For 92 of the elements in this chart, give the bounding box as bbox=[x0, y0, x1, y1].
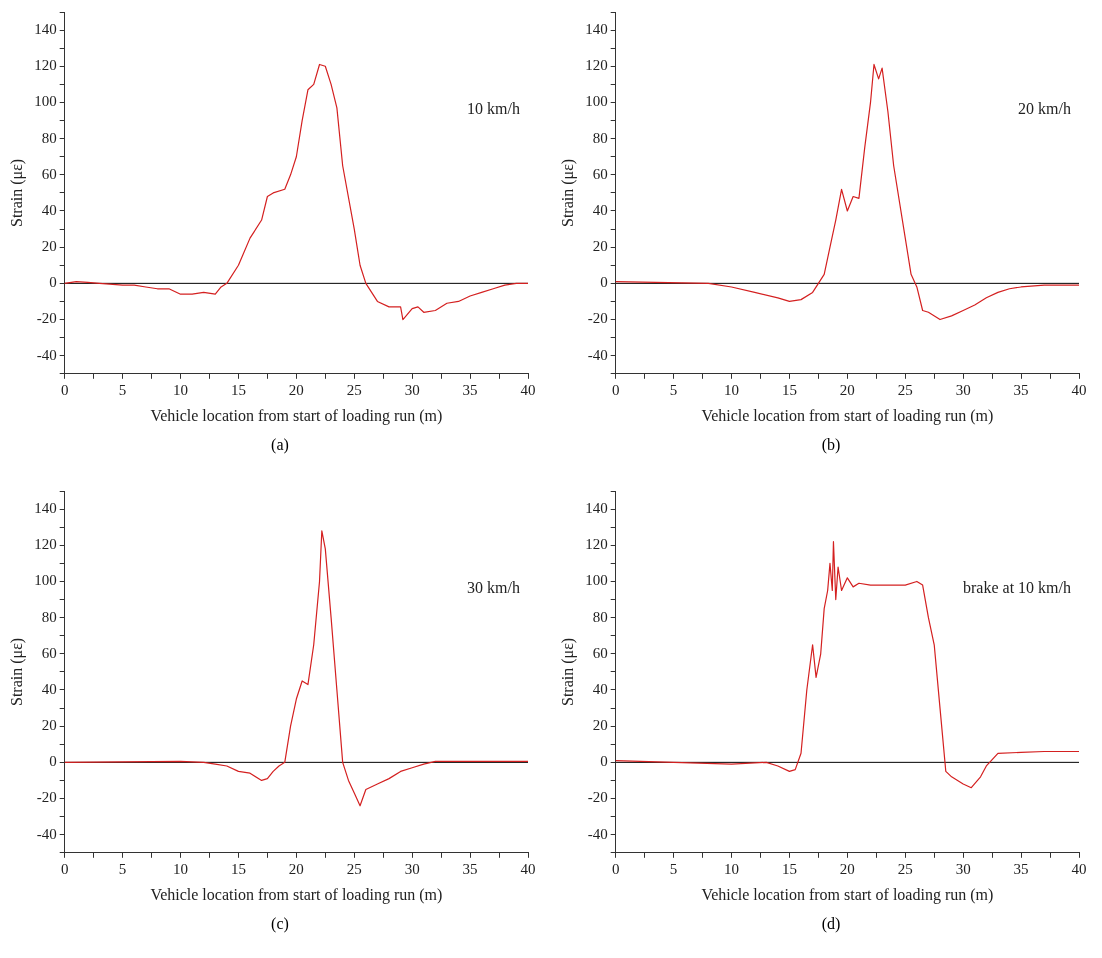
x-tick-label: 5 bbox=[669, 860, 678, 877]
annotation: brake at 10 km/h bbox=[963, 578, 1071, 596]
x-tick-label: 10 bbox=[173, 860, 189, 877]
y-tick-label: 60 bbox=[41, 644, 57, 661]
x-tick-label: 25 bbox=[346, 860, 362, 877]
y-tick-label: 20 bbox=[592, 717, 608, 734]
x-tick-label: 40 bbox=[520, 381, 536, 398]
y-tick-label: 0 bbox=[49, 753, 57, 770]
x-tick-label: 20 bbox=[288, 381, 304, 398]
x-tick-label: 10 bbox=[724, 381, 740, 398]
x-axis-title: Vehicle location from start of loading run (m) bbox=[701, 406, 994, 425]
annotation: 10 km/h bbox=[467, 99, 520, 117]
x-tick-label: 20 bbox=[839, 860, 855, 877]
y-axis-title: Strain (με) bbox=[7, 637, 26, 706]
y-tick-label: 0 bbox=[600, 274, 608, 291]
x-tick-label: 15 bbox=[230, 381, 246, 398]
x-tick-label: 20 bbox=[839, 381, 855, 398]
y-tick-label: 80 bbox=[41, 129, 57, 146]
x-tick-label: 25 bbox=[346, 381, 362, 398]
y-tick-label: 80 bbox=[592, 129, 608, 146]
y-tick-label: -40 bbox=[587, 346, 608, 363]
y-tick-label: 140 bbox=[585, 21, 608, 38]
x-tick-label: 30 bbox=[404, 860, 420, 877]
x-tick-label: 5 bbox=[669, 381, 678, 398]
x-tick-label: 40 bbox=[520, 860, 536, 877]
x-tick-label: 5 bbox=[118, 381, 127, 398]
y-tick-label: 120 bbox=[585, 536, 608, 553]
x-tick-label: 10 bbox=[724, 860, 740, 877]
x-tick-label: 35 bbox=[462, 381, 478, 398]
y-tick-label: 20 bbox=[41, 717, 57, 734]
y-tick-label: 40 bbox=[41, 201, 57, 218]
y-tick-label: 40 bbox=[592, 201, 608, 218]
y-tick-label: 0 bbox=[600, 753, 608, 770]
x-tick-label: 10 bbox=[173, 381, 189, 398]
x-tick-label: 0 bbox=[611, 381, 620, 398]
y-tick-label: 140 bbox=[34, 21, 57, 38]
text: (b) bbox=[820, 436, 842, 454]
x-tick-label: 35 bbox=[462, 860, 478, 877]
x-axis-title: Vehicle location from start of loading run (m) bbox=[150, 406, 443, 425]
x-tick-label: 30 bbox=[955, 381, 971, 398]
x-tick-label: 5 bbox=[118, 860, 127, 877]
x-tick-label: 35 bbox=[1013, 381, 1029, 398]
y-tick-label: 80 bbox=[41, 608, 57, 625]
y-tick-label: 60 bbox=[592, 165, 608, 182]
y-tick-label: 40 bbox=[41, 680, 57, 697]
x-tick-label: 15 bbox=[230, 860, 246, 877]
y-axis-title: Strain (με) bbox=[7, 158, 26, 227]
text: (d) bbox=[820, 915, 842, 933]
y-tick-label: 140 bbox=[34, 500, 57, 517]
y-tick-label: 20 bbox=[592, 238, 608, 255]
y-tick-label: 120 bbox=[34, 536, 57, 553]
annotation: 20 km/h bbox=[1018, 99, 1071, 117]
y-tick-label: -40 bbox=[587, 825, 608, 842]
y-tick-label: 120 bbox=[585, 57, 608, 74]
y-tick-label: -40 bbox=[36, 346, 57, 363]
x-tick-label: 0 bbox=[611, 860, 620, 877]
y-tick-label: -40 bbox=[36, 825, 57, 842]
y-tick-label: 0 bbox=[49, 274, 57, 291]
x-tick-label: 35 bbox=[1013, 860, 1029, 877]
annotation: 30 km/h bbox=[467, 578, 520, 596]
x-tick-label: 30 bbox=[955, 860, 971, 877]
y-axis-title: Strain (με) bbox=[558, 637, 577, 706]
x-axis-title: Vehicle location from start of loading run (m) bbox=[701, 885, 994, 904]
text: (a) bbox=[270, 436, 290, 454]
y-tick-label: 20 bbox=[41, 238, 57, 255]
y-tick-label: 140 bbox=[585, 500, 608, 517]
x-tick-label: 25 bbox=[897, 381, 913, 398]
x-tick-label: 40 bbox=[1071, 381, 1087, 398]
x-tick-label: 40 bbox=[1071, 860, 1087, 877]
y-tick-label: -20 bbox=[36, 789, 57, 806]
text: (c) bbox=[270, 915, 290, 933]
y-tick-label: 100 bbox=[585, 572, 608, 589]
y-tick-label: 60 bbox=[41, 165, 57, 182]
x-tick-label: 0 bbox=[60, 381, 69, 398]
y-tick-label: 120 bbox=[34, 57, 57, 74]
y-tick-label: 100 bbox=[34, 572, 57, 589]
x-tick-label: 20 bbox=[288, 860, 304, 877]
y-tick-label: 80 bbox=[592, 608, 608, 625]
x-axis-title: Vehicle location from start of loading run (m) bbox=[150, 885, 443, 904]
x-tick-label: 15 bbox=[781, 381, 797, 398]
x-tick-label: 15 bbox=[781, 860, 797, 877]
x-tick-label: 25 bbox=[897, 860, 913, 877]
y-tick-label: 100 bbox=[34, 93, 57, 110]
y-tick-label: 100 bbox=[585, 93, 608, 110]
y-tick-label: 60 bbox=[592, 644, 608, 661]
y-tick-label: 40 bbox=[592, 680, 608, 697]
x-tick-label: 30 bbox=[404, 381, 420, 398]
y-tick-label: -20 bbox=[36, 310, 57, 327]
y-axis-title: Strain (με) bbox=[558, 158, 577, 227]
x-tick-label: 0 bbox=[60, 860, 69, 877]
y-tick-label: -20 bbox=[587, 789, 608, 806]
y-tick-label: -20 bbox=[587, 310, 608, 327]
